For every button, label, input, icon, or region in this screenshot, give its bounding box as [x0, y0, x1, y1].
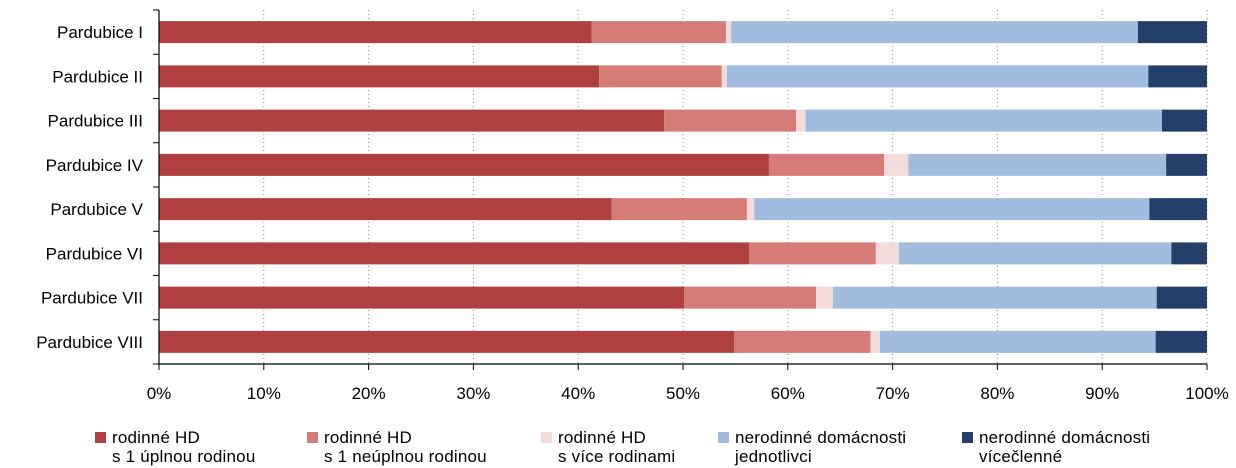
bar-segment — [611, 198, 747, 221]
legend-item: rodinné HD s 1 neúplnou rodinou — [307, 428, 487, 466]
legend-item: rodinné HD s více rodinami — [541, 428, 675, 466]
x-tick-label: 90% — [1085, 384, 1119, 403]
bar-segment — [884, 153, 909, 176]
bar-segment — [875, 242, 899, 265]
stacked-bar-chart: Pardubice I Pardubice II Pardubice III Pard… — [36, 9, 1229, 403]
legend-label-line: nerodinné domácnosti — [735, 428, 907, 447]
bar-segment — [591, 21, 726, 44]
bar-segment — [880, 330, 1156, 353]
legend-item: rodinné HD s 1 úplnou rodinou — [95, 428, 256, 466]
legend-label: rodinné HD s více rodinami — [558, 428, 675, 466]
category-label: Pardubice II — [52, 67, 143, 86]
legend-swatch — [962, 432, 973, 443]
x-tick-label: 60% — [771, 384, 805, 403]
category-label: Pardubice VIII — [36, 333, 143, 352]
legend-swatch — [718, 432, 729, 443]
bar-segment — [731, 21, 1138, 44]
gridlines — [263, 10, 1208, 364]
bar-segment — [749, 242, 876, 265]
x-tick-label: 70% — [876, 384, 910, 403]
legend-label: nerodinné domácnosti jednotlivci — [735, 428, 906, 466]
legend-item: nerodinné domácnosti jednotlivci — [718, 428, 906, 466]
bar-segment — [1166, 153, 1207, 176]
bar-segment — [870, 330, 881, 353]
bar-segment — [159, 286, 685, 309]
bar-segment — [1137, 21, 1207, 44]
category-label: Pardubice VII — [41, 289, 143, 308]
legend-label: nerodinné domácnosti vícečlenné — [979, 428, 1150, 466]
bar-segment — [754, 198, 1150, 221]
legend-label-line: rodinné HD — [324, 428, 412, 447]
legend-swatch — [95, 432, 106, 443]
bar-segment — [816, 286, 833, 309]
bar-segment — [1156, 286, 1207, 309]
legend-swatch — [307, 432, 318, 443]
category-label: Pardubice IV — [46, 156, 144, 175]
category-label: Pardubice VI — [46, 244, 143, 263]
bar-segment — [768, 153, 885, 176]
bar-segment — [796, 109, 806, 132]
bar-segment — [832, 286, 1157, 309]
bar-segment — [746, 198, 755, 221]
bar-segment — [725, 21, 732, 44]
bar-segment — [727, 65, 1149, 88]
bar-segment — [1155, 330, 1207, 353]
bars — [159, 21, 1207, 353]
category-label: Pardubice V — [50, 200, 143, 219]
bar-segment — [1149, 198, 1207, 221]
x-tick-label: 80% — [980, 384, 1014, 403]
x-tick-label: 0% — [147, 384, 172, 403]
legend-label-line: s 1 úplnou rodinou — [112, 447, 256, 466]
bar-segment — [1171, 242, 1207, 265]
legend-label-line: s více rodinami — [558, 447, 676, 466]
bar-segment — [159, 198, 612, 221]
x-tick-labels: 0% 10% 20% 30% 40% 50% 60% 70% 80% 90% 100% — [147, 384, 1229, 403]
category-label: Pardubice I — [57, 23, 143, 42]
legend-label: rodinné HD s 1 neúplnou rodinou — [324, 428, 487, 466]
x-tick-label: 10% — [247, 384, 281, 403]
legend-swatch — [541, 432, 552, 443]
x-tick-label: 100% — [1185, 384, 1228, 403]
bar-segment — [734, 330, 871, 353]
x-tick-label: 40% — [561, 384, 595, 403]
legend-label-line: rodinné HD — [112, 428, 200, 447]
x-tick-label: 30% — [456, 384, 490, 403]
bar-segment — [1161, 109, 1207, 132]
bar-segment — [159, 65, 600, 88]
bar-segment — [684, 286, 817, 309]
bar-segment — [159, 330, 735, 353]
bar-segment — [159, 21, 592, 44]
legend: rodinné HD s 1 úplnou rodinou rodinné HD s … — [0, 428, 1236, 468]
bar-segment — [159, 153, 769, 176]
x-tick-label: 20% — [352, 384, 386, 403]
legend-item: nerodinné domácnosti vícečlenné — [962, 428, 1150, 466]
category-labels: Pardubice I Pardubice II Pardubice III Pard… — [36, 23, 143, 352]
legend-label-line: jednotlivci — [735, 447, 812, 466]
legend-label-line: s 1 neúplnou rodinou — [324, 447, 487, 466]
bar-segment — [599, 65, 722, 88]
category-label: Pardubice III — [48, 112, 143, 131]
legend-label: rodinné HD s 1 úplnou rodinou — [112, 428, 256, 466]
legend-label-line: nerodinné domácnosti — [979, 428, 1151, 447]
legend-label-line: vícečlenné — [979, 447, 1063, 466]
bar-segment — [805, 109, 1162, 132]
bar-segment — [664, 109, 797, 132]
bar-segment — [898, 242, 1172, 265]
bar-segment — [721, 65, 728, 88]
bar-segment — [908, 153, 1167, 176]
axes — [153, 9, 1208, 370]
bar-segment — [1148, 65, 1207, 88]
bar-segment — [159, 109, 665, 132]
bar-segment — [159, 242, 750, 265]
x-tick-label: 50% — [666, 384, 700, 403]
legend-label-line: rodinné HD — [558, 428, 646, 447]
